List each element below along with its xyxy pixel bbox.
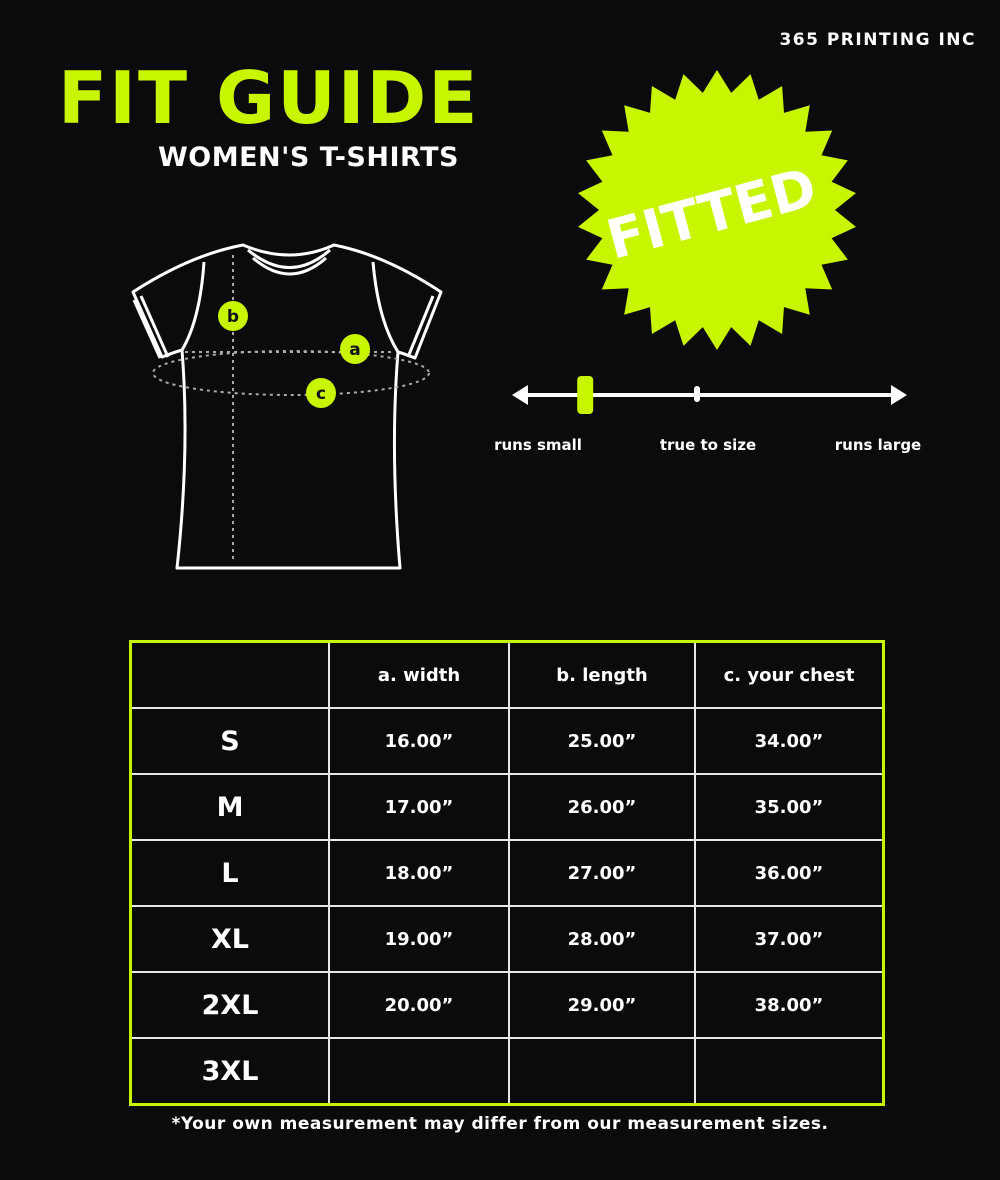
footnote: *Your own measurement may differ from ou…: [171, 1114, 829, 1134]
size-table: a. width b. length c. your chest S 16.00”…: [129, 640, 885, 1106]
table-header-row: a. width b. length c. your chest: [129, 640, 885, 709]
marker-a: a: [340, 334, 370, 364]
measurement-cell: 36.00”: [694, 839, 885, 907]
header-cell: a. width: [328, 640, 510, 709]
measurement-cell: 37.00”: [694, 905, 885, 973]
header-cell: b. length: [508, 640, 696, 709]
svg-text:c: c: [316, 384, 326, 404]
fitted-badge-starburst: [578, 70, 856, 350]
measurement-cell: [694, 1037, 885, 1106]
table-row: M 17.00” 26.00” 35.00”: [129, 773, 885, 841]
measurement-cell: 19.00”: [328, 905, 510, 973]
header-cell: c. your chest: [694, 640, 885, 709]
illustration: b a c FITTED: [131, 70, 907, 570]
table-row: 2XL 20.00” 29.00” 38.00”: [129, 971, 885, 1039]
table-row: 3XL: [129, 1037, 885, 1106]
size-label: S: [129, 707, 330, 775]
measurement-cell: 29.00”: [508, 971, 696, 1039]
measurement-cell: 25.00”: [508, 707, 696, 775]
size-label: 2XL: [129, 971, 330, 1039]
measurement-cell: 38.00”: [694, 971, 885, 1039]
tshirt-outline: [131, 243, 443, 570]
table-row: XL 19.00” 28.00” 37.00”: [129, 905, 885, 973]
measurement-cell: 16.00”: [328, 707, 510, 775]
svg-text:b: b: [227, 307, 239, 327]
marker-b: b: [218, 301, 248, 331]
measurement-cell: 26.00”: [508, 773, 696, 841]
table-row: S 16.00” 25.00” 34.00”: [129, 707, 885, 775]
measurement-cell: [508, 1037, 696, 1106]
measurement-cell: 18.00”: [328, 839, 510, 907]
measurement-cell: 28.00”: [508, 905, 696, 973]
size-label: 3XL: [129, 1037, 330, 1106]
measurement-cell: 27.00”: [508, 839, 696, 907]
size-label: XL: [129, 905, 330, 973]
scale-label-true: true to size: [659, 436, 757, 454]
brand-name: 365 PRINTING INC: [779, 30, 976, 50]
marker-c: c: [306, 378, 336, 408]
page-title: FIT GUIDE: [58, 56, 480, 140]
true-to-size-tick: [694, 386, 700, 402]
header-cell: [129, 640, 330, 709]
measure-lines: [152, 255, 430, 562]
measurement-cell: 34.00”: [694, 707, 885, 775]
fit-marker: [577, 376, 594, 414]
fit-scale: [512, 376, 907, 414]
table-row: L 18.00” 27.00” 36.00”: [129, 839, 885, 907]
scale-label-large: runs large: [834, 436, 922, 454]
scale-label-small: runs small: [494, 436, 582, 454]
size-label: L: [129, 839, 330, 907]
arrow-right-icon: [891, 385, 907, 405]
arrow-left-icon: [512, 385, 528, 405]
size-label: M: [129, 773, 330, 841]
measurement-cell: 20.00”: [328, 971, 510, 1039]
measurement-cell: 17.00”: [328, 773, 510, 841]
page-subtitle: WOMEN'S T-SHIRTS: [158, 142, 459, 173]
measurement-cell: [328, 1037, 510, 1106]
measurement-cell: 35.00”: [694, 773, 885, 841]
svg-text:a: a: [349, 340, 360, 360]
